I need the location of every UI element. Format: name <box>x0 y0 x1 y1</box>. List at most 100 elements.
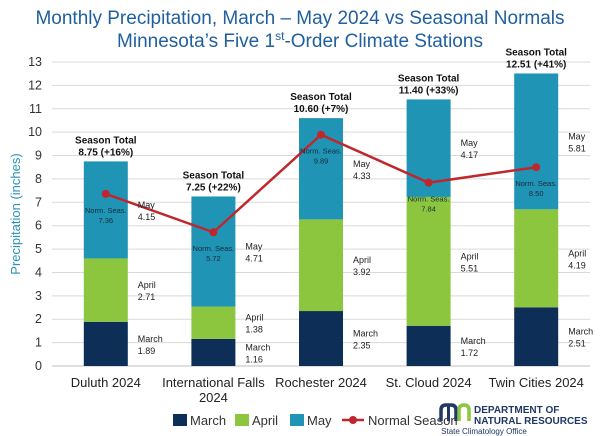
segment-month-label: April <box>138 280 156 290</box>
season-total-heading: Season Total <box>183 170 245 181</box>
logo-line1: DEPARTMENT OF <box>474 405 559 416</box>
bar-april-1 <box>191 306 236 339</box>
segment-month-label: April <box>568 248 586 258</box>
segment-value-label: 1.38 <box>245 325 263 335</box>
legend-label: March <box>190 413 226 428</box>
segment-value-label: 1.72 <box>461 348 479 358</box>
normal-label-prefix: Norm. Seas. <box>408 195 450 204</box>
segment-month-label: May <box>568 131 586 141</box>
normal-season-line <box>101 130 541 237</box>
y-tick-label: 5 <box>35 242 42 256</box>
segment-month-label: May <box>353 159 371 169</box>
y-tick-label: 2 <box>35 312 42 326</box>
season-total-value: 8.75 (+16%) <box>78 147 133 158</box>
mn-logo-icon <box>439 403 471 421</box>
chart-title-line2: Minnesota’s Five 1st-Order Climate Stati… <box>117 29 483 52</box>
y-tick-label: 9 <box>35 149 42 163</box>
segment-month-label: April <box>461 251 479 261</box>
segment-value-label: 4.17 <box>461 150 479 160</box>
category-label: Duluth 2024 <box>71 375 141 390</box>
segment-month-label: March <box>353 329 378 339</box>
bar-march-3 <box>406 325 451 366</box>
segment-month-label: May <box>138 200 156 210</box>
bar-march-0 <box>83 321 128 366</box>
season-total-heading: Season Total <box>75 135 137 146</box>
category-label: 2024 <box>199 390 228 405</box>
season-total-heading: Season Total <box>290 92 352 103</box>
segment-value-label: 2.51 <box>568 339 586 349</box>
segment-value-label: 4.19 <box>568 260 586 270</box>
legend: March April May Normal Season <box>173 413 458 428</box>
bar-may-0 <box>83 161 128 259</box>
y-tick-label: 8 <box>35 172 42 186</box>
segment-month-label: March <box>568 327 593 337</box>
legend-label: April <box>252 413 278 428</box>
y-tick-label: 11 <box>29 102 42 116</box>
segment-value-label: 3.92 <box>353 267 371 277</box>
bar-march-1 <box>191 338 236 366</box>
y-tick-label: 7 <box>35 195 42 209</box>
normal-label-prefix: Norm. Seas. <box>515 179 557 188</box>
segment-month-label: May <box>461 138 479 148</box>
bar-may-4 <box>514 73 559 210</box>
season-total-heading: Season Total <box>398 73 460 84</box>
y-axis-label: Precipitation (inches) <box>8 153 23 274</box>
legend-label: Normal Season <box>368 413 458 428</box>
y-tick-label: 12 <box>28 78 42 92</box>
legend-marker-swatch <box>349 416 357 424</box>
segment-value-label: 2.71 <box>138 292 156 302</box>
segment-month-label: April <box>353 255 371 265</box>
segment-month-label: March <box>245 342 270 352</box>
normal-value-label: 5.72 <box>206 254 221 263</box>
normal-season-marker <box>209 228 218 237</box>
segment-value-label: 5.81 <box>568 143 586 153</box>
normal-season-marker <box>532 163 541 172</box>
season-total-heading: Season Total <box>505 47 567 58</box>
segment-month-label: April <box>245 313 263 323</box>
y-tick-label: 10 <box>28 125 42 139</box>
segment-value-label: 1.16 <box>245 354 263 364</box>
season-total-value: 7.25 (+22%) <box>186 182 241 193</box>
normal-label-prefix: Norm. Seas. <box>193 244 235 253</box>
normal-value-label: 7.36 <box>98 216 113 225</box>
bar-april-0 <box>83 258 128 322</box>
y-tick-label: 3 <box>35 289 42 303</box>
bar-may-1 <box>191 196 236 307</box>
category-label: St. Cloud 2024 <box>386 375 472 390</box>
normal-value-label: 7.84 <box>421 205 436 214</box>
legend-swatch <box>290 414 304 426</box>
segment-value-label: 4.71 <box>245 254 263 264</box>
segment-month-label: May <box>245 242 263 252</box>
y-tick-label: 1 <box>35 336 42 350</box>
normal-season-marker <box>317 130 325 139</box>
bar-april-4 <box>514 209 559 308</box>
legend-swatch <box>173 414 187 426</box>
normal-value-label: 9.89 <box>314 157 329 166</box>
season-total-value: 12.51 (+41%) <box>506 59 566 70</box>
normal-season-marker <box>101 189 110 198</box>
normal-label-prefix: Norm. Seas. <box>300 147 342 156</box>
logo-line2: NATURAL RESOURCES <box>474 416 588 427</box>
segment-value-label: 4.33 <box>353 171 371 181</box>
segment-month-label: March <box>461 336 486 346</box>
normal-value-label: 8.50 <box>529 189 544 198</box>
bars <box>83 73 559 366</box>
season-total-value: 11.40 (+33%) <box>399 85 459 96</box>
legend-swatch <box>235 414 249 426</box>
y-tick-label: 0 <box>35 359 42 373</box>
segment-month-label: March <box>138 334 163 344</box>
y-tick-label: 13 <box>28 55 42 69</box>
category-label: Twin Cities 2024 <box>489 375 584 390</box>
y-tick-label: 4 <box>35 265 42 279</box>
y-tick-label: 6 <box>35 219 42 233</box>
bar-march-2 <box>299 311 343 366</box>
bar-march-4 <box>514 307 559 366</box>
category-label: Rochester 2024 <box>275 375 367 390</box>
segment-value-label: 2.35 <box>353 341 371 351</box>
bar-april-2 <box>299 219 343 312</box>
logo-line3: State Climatology Office <box>441 427 527 436</box>
